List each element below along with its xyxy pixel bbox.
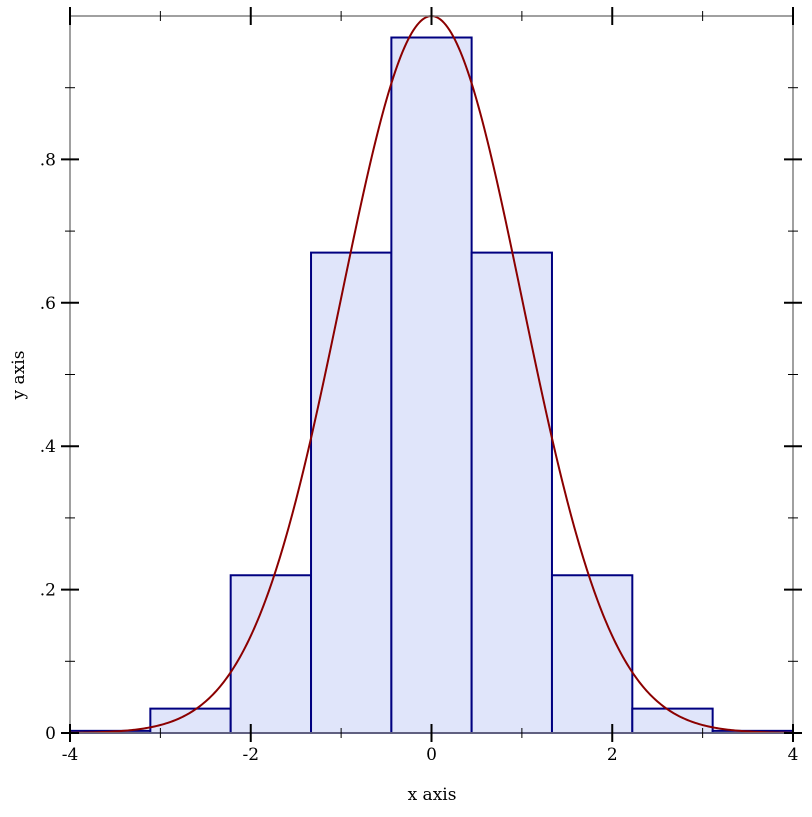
x-tick-label: 2 <box>607 745 618 765</box>
x-tick-label: -2 <box>242 745 259 765</box>
x-tick-label: 4 <box>788 745 799 765</box>
histogram-bar <box>390 36 473 734</box>
x-axis-label: x axis <box>408 785 457 805</box>
y-tick-label: .6 <box>40 294 56 314</box>
histogram-bar <box>470 251 553 735</box>
histogram-bar <box>310 251 393 735</box>
x-tick-label: 0 <box>426 745 437 765</box>
histogram-bar <box>550 574 634 735</box>
y-tick-label: .2 <box>40 581 56 601</box>
y-axis-label: y axis <box>9 351 29 401</box>
y-tick-label: .8 <box>40 150 56 170</box>
x-tick-label: -4 <box>62 745 79 765</box>
y-tick-label: .4 <box>40 437 56 457</box>
y-tick-label: 0 <box>45 724 56 744</box>
